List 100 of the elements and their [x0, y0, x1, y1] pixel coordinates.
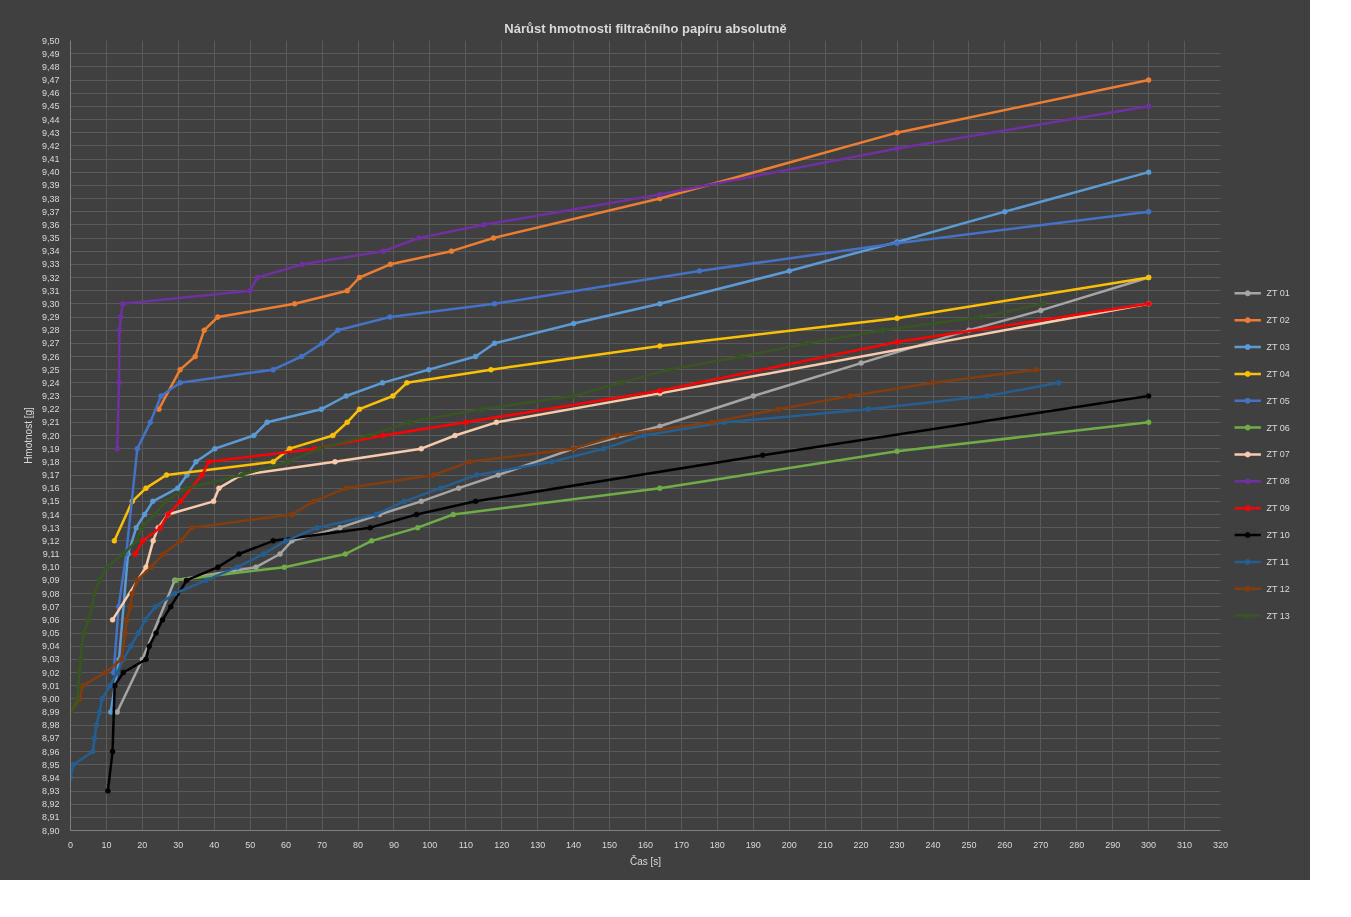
x-tick-label: 90 — [388, 839, 399, 850]
point — [270, 366, 276, 373]
x-axis-title: Čas [s] — [629, 854, 662, 867]
point — [335, 327, 341, 333]
point — [289, 511, 295, 518]
point — [343, 485, 349, 491]
point — [132, 551, 138, 557]
point — [491, 301, 498, 307]
point — [141, 511, 148, 518]
point — [193, 459, 199, 465]
point — [786, 268, 792, 274]
point — [316, 445, 323, 452]
point — [128, 643, 134, 649]
x-tick-label: 0 — [68, 839, 74, 850]
point — [413, 511, 420, 518]
y-tick-label: 8,92 — [41, 799, 60, 810]
point — [138, 524, 145, 531]
point — [174, 485, 181, 491]
y-tick-label: 9,46 — [41, 88, 60, 99]
point — [894, 315, 900, 322]
point — [93, 722, 100, 728]
y-tick-label: 9,45 — [41, 101, 60, 112]
x-tick-label: 100 — [422, 839, 438, 850]
point — [479, 406, 485, 412]
x-tick-label: 80 — [352, 839, 364, 850]
point — [430, 472, 437, 478]
legend-label: ZT 08 — [1266, 476, 1290, 487]
point — [696, 268, 703, 274]
point — [192, 353, 198, 360]
y-tick-label: 9,25 — [41, 364, 60, 375]
point — [463, 419, 469, 426]
point — [387, 261, 394, 268]
point — [379, 380, 386, 386]
point — [142, 617, 148, 623]
x-tick-label: 180 — [709, 839, 725, 850]
point — [314, 524, 320, 531]
y-tick-label: 9,09 — [41, 575, 60, 586]
point — [405, 419, 412, 426]
point — [466, 459, 473, 465]
point — [286, 445, 293, 452]
point — [739, 353, 745, 360]
point — [184, 472, 190, 478]
point — [152, 511, 158, 518]
point — [143, 485, 149, 491]
legend-label: ZT 11 — [1266, 556, 1290, 567]
point — [380, 432, 386, 439]
point — [473, 472, 480, 478]
point — [1033, 366, 1040, 373]
point — [490, 235, 497, 241]
point — [657, 301, 663, 307]
point — [143, 564, 149, 570]
point — [108, 709, 114, 715]
x-tick-label: 120 — [494, 839, 510, 850]
point — [215, 314, 221, 320]
point — [493, 419, 500, 426]
point — [404, 380, 410, 386]
y-tick-label: 9,38 — [41, 193, 60, 204]
x-tick-label: 270 — [1033, 839, 1049, 850]
point — [133, 524, 140, 531]
point — [177, 498, 184, 505]
point — [448, 248, 455, 254]
point — [99, 696, 105, 702]
point — [85, 617, 92, 623]
point — [426, 366, 432, 373]
point — [215, 564, 221, 570]
y-tick-label: 9,13 — [41, 522, 60, 533]
point — [1002, 208, 1008, 215]
point — [721, 419, 728, 426]
point — [657, 343, 663, 349]
x-tick-label: 210 — [817, 839, 833, 850]
point — [491, 340, 498, 347]
point — [1145, 169, 1152, 175]
point — [189, 524, 195, 531]
y-tick-label: 9,17 — [41, 470, 60, 480]
point — [1038, 307, 1044, 314]
x-tick-label: 190 — [745, 839, 761, 850]
point — [78, 643, 85, 649]
point — [91, 735, 98, 742]
point — [178, 538, 184, 544]
point — [1145, 208, 1152, 215]
y-tick-label: 9,50 — [41, 35, 60, 46]
point — [368, 538, 375, 544]
x-tick-label: 310 — [1177, 839, 1193, 850]
y-tick-label: 8,93 — [41, 786, 60, 796]
point — [143, 656, 149, 663]
legend-label: ZT 09 — [1266, 503, 1290, 514]
point — [201, 327, 207, 333]
point — [77, 656, 84, 663]
y-tick-label: 9,36 — [41, 219, 60, 230]
x-tick-label: 110 — [458, 839, 473, 850]
y-tick-label: 9,26 — [41, 351, 60, 362]
point — [253, 564, 259, 570]
x-tick-label: 160 — [637, 839, 654, 850]
y-tick-label: 9,12 — [41, 535, 60, 546]
point — [147, 419, 154, 426]
point — [495, 472, 501, 478]
point — [160, 551, 166, 557]
point — [1040, 301, 1046, 307]
y-tick-label: 9,16 — [41, 483, 60, 494]
legend-label: ZT 10 — [1266, 530, 1290, 541]
